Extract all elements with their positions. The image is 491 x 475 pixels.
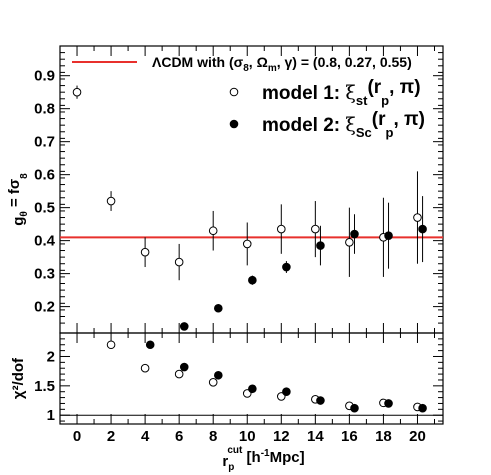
model2-point <box>350 403 359 413</box>
model1-point <box>345 237 354 247</box>
legend-model1-label: model 1: ξst(rp, π) <box>262 77 421 108</box>
top-y-axis-title: gθ = fσ8 <box>6 173 30 226</box>
x-tick-label: 4 <box>141 428 150 445</box>
x-tick-label: 6 <box>175 428 183 445</box>
model1-point <box>276 224 286 234</box>
y-tick-label: 2 <box>47 348 55 365</box>
model1-point <box>242 239 252 249</box>
x-tick-label: 10 <box>239 428 256 445</box>
model2-point <box>282 387 291 397</box>
model1-point <box>174 369 184 379</box>
x-tick-label: 2 <box>107 428 115 445</box>
x-tick-label: 0 <box>73 428 81 445</box>
model2-point <box>248 384 257 394</box>
x-axis-title: rpcut [h-1Mpc] <box>222 445 304 473</box>
model2-point <box>214 303 223 313</box>
model1-point <box>140 363 150 373</box>
y-tick-label: 0.9 <box>34 68 55 85</box>
x-tick-label: 18 <box>375 428 392 445</box>
x-tick-label: 12 <box>273 428 290 445</box>
model1-point <box>311 224 320 234</box>
model1-point <box>413 213 422 222</box>
model2-point <box>214 370 223 380</box>
model2-point <box>316 396 325 405</box>
model1-point <box>174 257 184 267</box>
model2-point <box>248 275 257 285</box>
model1-point <box>208 226 218 236</box>
y-tick-label: 0.4 <box>34 233 56 250</box>
model1-point <box>72 87 82 97</box>
x-tick-label: 8 <box>209 428 217 445</box>
y-tick-label: 0.3 <box>34 266 55 283</box>
model2-point <box>179 362 189 372</box>
y-tick-label: 0.5 <box>34 200 55 217</box>
model1-point <box>106 196 116 206</box>
y-tick-label: 1 <box>47 407 55 424</box>
top-plot-frame <box>59 45 444 334</box>
y-tick-label: 0.8 <box>34 101 55 118</box>
model2-point <box>282 262 291 272</box>
model2-point <box>179 322 189 331</box>
model2-point <box>418 403 427 413</box>
y-tick-label: 1.5 <box>34 378 55 395</box>
model1-point <box>140 247 150 257</box>
model1-point <box>208 378 218 387</box>
x-tick-label: 20 <box>409 428 426 445</box>
legend-lcdm-label: ΛCDM with (σ8, Ωm, γ) = (0.8, 0.27, 0.55… <box>152 54 412 74</box>
y-tick-label: 0.6 <box>34 167 55 184</box>
model2-point <box>384 399 393 408</box>
y-tick-label: 0.7 <box>34 134 55 151</box>
y-tick-label: 0.2 <box>34 299 55 316</box>
x-tick-label: 16 <box>341 428 358 445</box>
top-panel: 0.2 0.3 0.4 0.5 0.6 0.7 0.8 0.9 ΛCDM with (σ8, Ω… <box>6 45 444 334</box>
legend-model1-marker <box>229 87 239 97</box>
model1-point <box>106 340 116 350</box>
model2-point <box>316 241 325 250</box>
legend-model2-marker <box>229 119 239 129</box>
model2-point <box>418 224 427 234</box>
model2-point <box>350 229 359 239</box>
legend: ΛCDM with (σ8, Ωm, γ) = (0.8, 0.27, 0.55… <box>72 54 425 140</box>
model2-point <box>145 340 155 350</box>
model2-point <box>384 231 393 240</box>
bottom-plot-frame <box>59 332 444 425</box>
x-tick-label: 14 <box>307 428 324 445</box>
bottom-panel: 0 2 4 6 8 10 12 14 16 18 20 1 1.5 2 χ²/dof rpcut [h-1Mp… <box>10 332 444 473</box>
legend-model2-label: model 2: ξSc(rp, π) <box>262 109 425 140</box>
bottom-y-axis-title: χ²/dof <box>10 357 27 399</box>
